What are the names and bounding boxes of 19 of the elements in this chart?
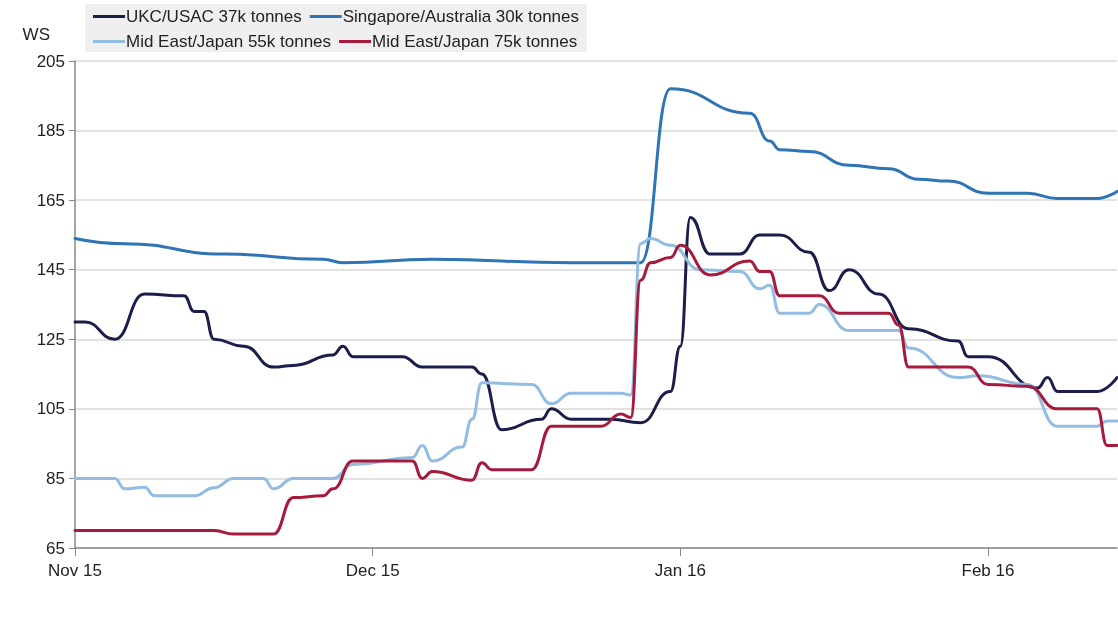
x-tick-label: Jan 16 xyxy=(654,561,706,580)
line-series xyxy=(73,87,1118,265)
y-tick-label: 145 xyxy=(36,260,65,280)
legend-label: Singapore/Australia 30k tonnes xyxy=(342,7,580,26)
legend-label: Mid East/Japan 55k tonnes xyxy=(126,32,332,51)
y-axis-title: WS xyxy=(22,25,50,44)
y-tick-label: 165 xyxy=(36,190,65,210)
x-tick-label: Nov 15 xyxy=(48,561,102,580)
y-tick-label: 85 xyxy=(46,468,65,488)
y-tick-label: 205 xyxy=(36,51,65,71)
x-tick-label: Feb 16 xyxy=(961,561,1015,580)
y-tick-label: 125 xyxy=(36,329,65,349)
y-tick-label: 105 xyxy=(36,399,65,419)
y-tick-label: 185 xyxy=(36,121,65,141)
line-series xyxy=(73,216,1118,432)
y-tick-label: 65 xyxy=(46,538,65,558)
legend-label: UKC/USAC 37k tonnes xyxy=(126,7,302,26)
x-tick-label: Dec 15 xyxy=(345,561,400,580)
legend-label: Mid East/Japan 75k tonnes xyxy=(372,32,578,51)
